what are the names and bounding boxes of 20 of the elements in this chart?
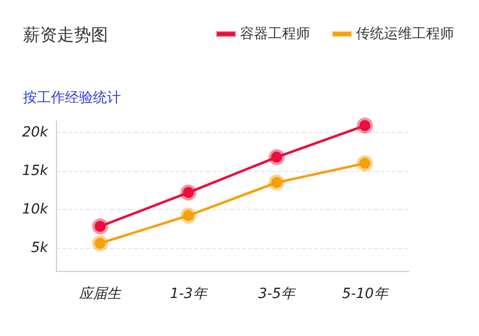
x-tick-label: 应届生 [79, 286, 122, 302]
legend-label: 容器工程师 [240, 26, 310, 42]
chart-title: 薪资走势图 [23, 26, 108, 46]
text: 按工作经验统计 [23, 90, 121, 106]
x-tick-label: 3-5年 [258, 286, 296, 302]
point [356, 155, 373, 172]
point [180, 184, 196, 201]
y-tick-label: 10k [22, 201, 49, 218]
point [180, 208, 196, 224]
point [92, 218, 108, 234]
y-tick-label: 15k [22, 163, 49, 179]
point [268, 149, 285, 166]
y-tick-label: 5k [30, 240, 49, 256]
x-tick-label: 1-3年 [170, 286, 208, 302]
point [92, 235, 108, 252]
point [268, 174, 285, 191]
y-tick-label: 20k [22, 124, 49, 141]
legend-label: 传统运维工程师 [356, 26, 454, 42]
point [356, 118, 373, 134]
x-tick-label: 5-10年 [342, 286, 389, 302]
